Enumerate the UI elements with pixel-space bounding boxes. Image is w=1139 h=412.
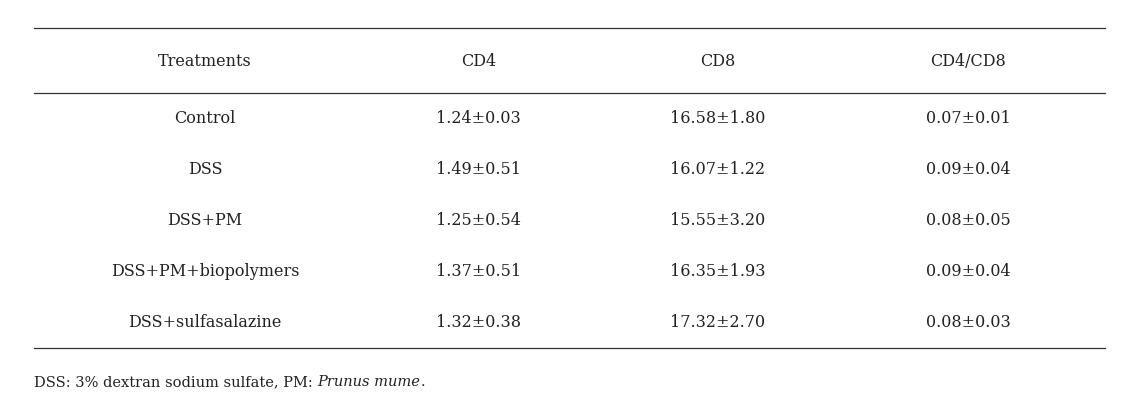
Text: 1.37±0.51: 1.37±0.51 <box>436 263 521 280</box>
Text: 1.24±0.03: 1.24±0.03 <box>436 110 521 127</box>
Text: DSS+sulfasalazine: DSS+sulfasalazine <box>129 314 281 331</box>
Text: 1.25±0.54: 1.25±0.54 <box>436 212 521 229</box>
Text: 16.35±1.93: 16.35±1.93 <box>670 263 765 280</box>
Text: DSS: DSS <box>188 161 222 178</box>
Text: .: . <box>420 375 425 389</box>
Text: DSS+PM: DSS+PM <box>167 212 243 229</box>
Text: 1.32±0.38: 1.32±0.38 <box>436 314 521 331</box>
Text: 16.07±1.22: 16.07±1.22 <box>670 161 765 178</box>
Text: Control: Control <box>174 110 236 127</box>
Text: 0.09±0.04: 0.09±0.04 <box>926 263 1010 280</box>
Text: 16.58±1.80: 16.58±1.80 <box>670 110 765 127</box>
Text: 1.49±0.51: 1.49±0.51 <box>436 161 521 178</box>
Text: 0.08±0.03: 0.08±0.03 <box>926 314 1010 331</box>
Text: 17.32±2.70: 17.32±2.70 <box>670 314 765 331</box>
Text: CD4/CD8: CD4/CD8 <box>931 54 1006 70</box>
Text: 0.08±0.05: 0.08±0.05 <box>926 212 1010 229</box>
Text: CD8: CD8 <box>700 54 735 70</box>
Text: 0.07±0.01: 0.07±0.01 <box>926 110 1010 127</box>
Text: CD4: CD4 <box>461 54 495 70</box>
Text: Treatments: Treatments <box>158 54 252 70</box>
Text: DSS+PM+biopolymers: DSS+PM+biopolymers <box>110 263 300 280</box>
Text: Prunus mume: Prunus mume <box>318 375 420 389</box>
Text: 0.09±0.04: 0.09±0.04 <box>926 161 1010 178</box>
Text: 15.55±3.20: 15.55±3.20 <box>670 212 765 229</box>
Text: DSS: 3% dextran sodium sulfate, PM:: DSS: 3% dextran sodium sulfate, PM: <box>34 375 318 389</box>
